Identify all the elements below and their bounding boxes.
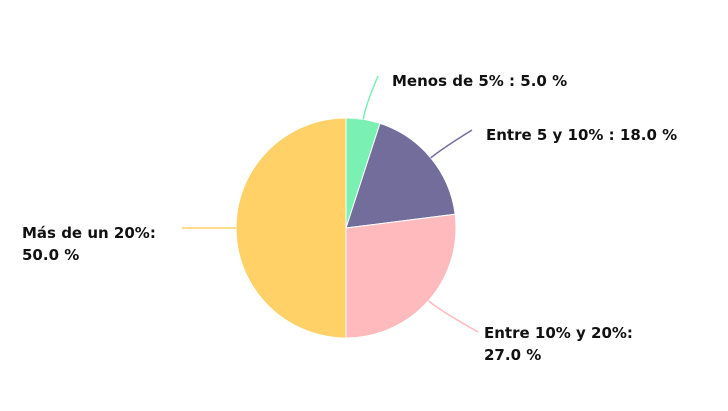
label-entre-10-y-20: Entre 10% y 20%: 27.0 % (484, 324, 638, 364)
label-menos-de-5: Menos de 5% : 5.0 % (392, 72, 567, 90)
leader-line-2 (428, 300, 479, 333)
pie-slice-3 (235, 117, 347, 339)
label-entre-5-y-10: Entre 5 y 10% : 18.0 % (486, 126, 677, 144)
leader-line-0 (362, 75, 379, 120)
leader-lines (182, 75, 479, 333)
pie-slice-2 (345, 213, 457, 339)
label-mas-de-un-20: Más de un 20%: 50.0 % (22, 224, 161, 264)
pie-slices (235, 117, 457, 339)
pie-slice-1 (345, 122, 456, 229)
leader-line-1 (430, 129, 473, 159)
